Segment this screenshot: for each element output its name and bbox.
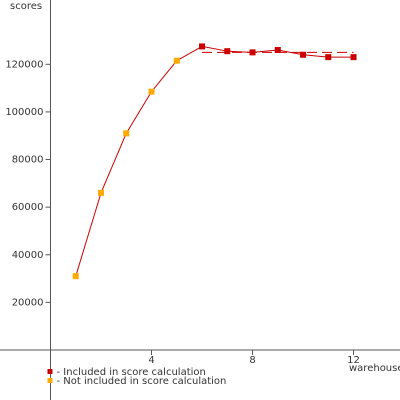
legend-marker (47, 369, 53, 374)
point (249, 49, 256, 56)
point (300, 51, 307, 58)
x-tick-label: 4 (148, 355, 154, 366)
line-segment (201, 45, 228, 52)
y-tick-label: 60000 (12, 202, 44, 213)
point (98, 189, 105, 196)
y-tick-label: 80000 (12, 155, 44, 166)
legend-label: - Not included in score calculation (57, 376, 227, 387)
y-tick-label: 20000 (12, 297, 44, 308)
point (123, 130, 130, 137)
point (274, 47, 281, 53)
point (199, 43, 206, 50)
point (148, 88, 155, 95)
legend-marker (47, 378, 53, 383)
x-axis-label: warehouses (349, 363, 400, 374)
line-segment (75, 192, 102, 277)
point (350, 54, 357, 61)
y-tick-label: 100000 (5, 107, 43, 118)
y-axis-label: scores (10, 1, 42, 12)
line-segment (151, 60, 178, 92)
line-segment (277, 49, 304, 56)
x-tick-label: 8 (249, 355, 255, 366)
point (325, 54, 332, 61)
y-tick-label: 120000 (5, 59, 43, 70)
line-segment (302, 54, 329, 58)
point (72, 273, 79, 280)
line-segment (125, 91, 152, 134)
legend-label: - Included in score calculation (57, 367, 206, 378)
point (173, 57, 180, 64)
line-segment (100, 133, 127, 194)
y-tick-label: 40000 (12, 250, 44, 261)
x-tick-label: 12 (347, 355, 360, 366)
point (224, 48, 231, 55)
line-segment (176, 45, 203, 62)
